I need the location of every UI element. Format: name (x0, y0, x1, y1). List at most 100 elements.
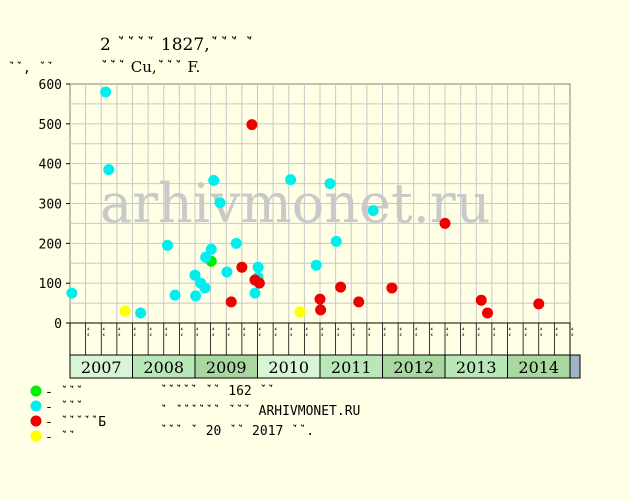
x-tick-label: ꙿꙿ (312, 326, 324, 338)
year-label: 2007 (81, 358, 122, 377)
x-tick-label: ꙿꙿ (265, 326, 277, 338)
y-axis: 0 100 200 300 400 500 600 (39, 78, 70, 332)
x-tick-label: ꙿꙿ (453, 326, 465, 338)
y-tick-label: 400 (39, 158, 62, 173)
data-point (225, 296, 237, 308)
x-tick-label: ꙿꙿ (281, 326, 293, 338)
plot-area (69, 83, 571, 324)
y-tick-label: 500 (39, 118, 62, 133)
data-point (386, 282, 398, 294)
legend-label-2: - ꙿꙿꙿ (45, 400, 83, 415)
x-tick-label: ꙿꙿ (515, 326, 527, 338)
y-axis-label: ꙿꙿ, ꙿꙿ (8, 61, 54, 76)
data-point (285, 174, 297, 186)
data-point (100, 86, 112, 98)
x-axis: ꙿꙿ ꙿꙿ ꙿꙿ ꙿꙿ ꙿꙿ ꙿꙿ ꙿꙿ ꙿꙿ ꙿꙿ ꙿꙿ ꙿꙿ ꙿꙿ ꙿꙿ ꙿꙿ ꙿꙿ ꙿꙿ ꙿꙿ ꙿꙿ ꙿꙿ ꙿꙿ… (69, 322, 581, 379)
legend-marker-4 (30, 430, 42, 442)
x-tick-label: ꙿꙿ (406, 326, 418, 338)
legend-label-1: - ꙿꙿꙿ (45, 385, 83, 400)
data-point (330, 235, 342, 247)
x-tick-label: ꙿꙿ (547, 326, 559, 338)
data-point (315, 304, 327, 316)
data-point (199, 282, 211, 294)
year-label: 2008 (143, 358, 184, 377)
data-point (335, 281, 347, 293)
data-point (324, 178, 336, 190)
x-tick-label: ꙿꙿ (390, 326, 402, 338)
data-point (190, 290, 202, 302)
data-point (66, 287, 78, 299)
year-label: 2012 (393, 358, 434, 377)
x-tick-label: ꙿꙿ (343, 326, 355, 338)
legend-label-3: - ꙿꙿꙿꙿꙿБ (45, 415, 106, 430)
y-tick-label: 300 (39, 198, 62, 213)
x-tick-label: ꙿꙿ (531, 326, 543, 338)
data-point (135, 307, 147, 319)
data-point (119, 305, 131, 317)
x-tick-label: ꙿꙿ (500, 326, 512, 338)
data-point (353, 296, 365, 308)
data-point (475, 294, 487, 306)
x-tick-label: ꙿꙿ (484, 326, 496, 338)
x-tick-label: ꙿꙿ (172, 326, 184, 338)
data-point (310, 259, 322, 271)
x-tick-label: ꙿꙿ (187, 326, 199, 338)
chart-title: 2 ꙿꙿꙿꙿ 1827,ꙿꙿꙿ ꙿ (100, 35, 254, 55)
data-point (205, 243, 217, 255)
data-point (367, 205, 379, 217)
year-label: 2009 (206, 358, 247, 377)
x-tick-label: ꙿꙿ (125, 326, 137, 338)
x-tick-label: ꙿꙿ (359, 326, 371, 338)
x-tick-label: ꙿꙿ (78, 326, 90, 338)
note-date: ꙿꙿꙿ ꙿ 20 ꙿꙿ 2017 ꙿꙿ. (160, 424, 314, 439)
notes: ꙿꙿꙿꙿꙿ ꙿꙿ 162 ꙿꙿ ꙿ ꙿꙿꙿꙿꙿꙿ ꙿꙿꙿ ARHIVMONET.… (160, 384, 360, 439)
data-point (200, 251, 212, 263)
x-tick-label: ꙿꙿ (140, 326, 152, 338)
data-point (246, 119, 258, 131)
legend: - ꙿꙿꙿ - ꙿꙿꙿ - ꙿꙿꙿꙿꙿБ - ꙿꙿ (30, 385, 106, 445)
x-tick-label: ꙿꙿ (250, 326, 262, 338)
x-tick-label: ꙿꙿ (93, 326, 105, 338)
x-tick-label: ꙿꙿ (562, 326, 574, 338)
year-band-end (569, 354, 581, 379)
x-tick-label: ꙿꙿ (328, 326, 340, 338)
data-point (221, 266, 233, 278)
y-tick-label: 100 (39, 277, 62, 292)
data-point (294, 306, 306, 318)
data-point (314, 293, 326, 305)
x-tick-label: ꙿꙿ (234, 326, 246, 338)
year-label: 2011 (331, 358, 372, 377)
x-tick-label: ꙿꙿ (203, 326, 215, 338)
data-point (253, 277, 265, 289)
data-points (66, 86, 545, 319)
data-point (189, 269, 201, 281)
x-tick-label: ꙿꙿ (437, 326, 449, 338)
y-tick-label: 600 (39, 78, 62, 93)
data-point (533, 298, 545, 310)
data-point (236, 261, 248, 273)
data-point (103, 164, 115, 176)
data-point (230, 237, 242, 249)
legend-marker-1 (30, 385, 42, 397)
data-point (208, 174, 220, 186)
data-point (214, 197, 226, 209)
data-point (252, 261, 264, 273)
legend-marker-3 (30, 415, 42, 427)
x-tick-label: ꙿꙿ (218, 326, 230, 338)
note-count: ꙿꙿꙿꙿꙿ ꙿꙿ 162 ꙿꙿ (160, 384, 275, 399)
x-tick-label: ꙿꙿ (375, 326, 387, 338)
data-point (169, 289, 181, 301)
y-tick-label: 0 (54, 317, 62, 332)
x-tick-label: ꙿꙿ (297, 326, 309, 338)
year-label: 2014 (518, 358, 559, 377)
x-tick-label: ꙿꙿ (156, 326, 168, 338)
data-point (439, 217, 451, 229)
legend-marker-2 (30, 400, 42, 412)
legend-label-4: - ꙿꙿ (45, 430, 76, 445)
note-source: ꙿ ꙿꙿꙿꙿꙿꙿ ꙿꙿꙿ ARHIVMONET.RU (160, 404, 360, 419)
y-tick-label: 200 (39, 237, 62, 252)
chart-subtitle: ꙿꙿꙿ Cu,ꙿꙿꙿ F. (100, 58, 200, 76)
x-tick-label: ꙿꙿ (468, 326, 480, 338)
year-label: 2010 (268, 358, 309, 377)
